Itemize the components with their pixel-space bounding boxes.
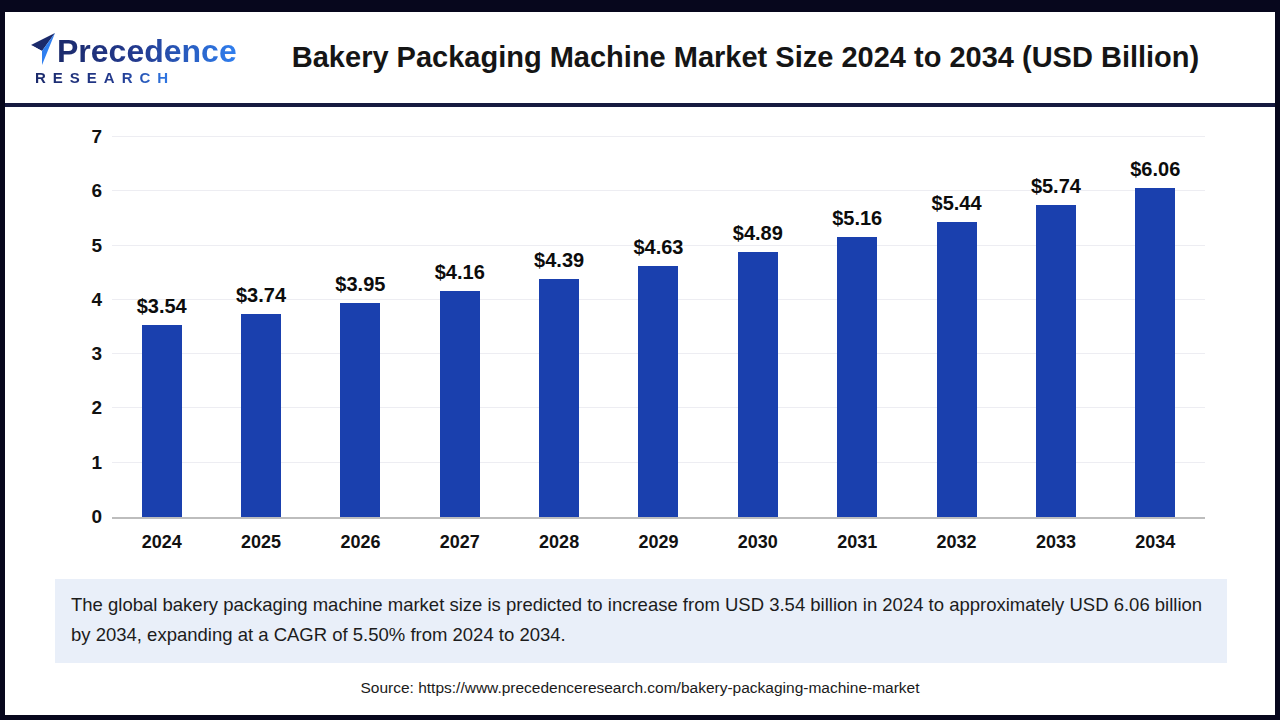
x-axis-category-label: 2033 — [1006, 532, 1105, 553]
bar-value-label: $4.16 — [435, 261, 485, 284]
bar-value-label: $5.44 — [932, 192, 982, 215]
bar — [837, 237, 877, 517]
bar-group: $5.16 — [808, 207, 907, 517]
x-axis-category-label: 2029 — [609, 532, 708, 553]
chart-plot-area: 01234567$3.54$3.74$3.95$4.16$4.39$4.63$4… — [112, 139, 1205, 519]
y-axis-tick-label: 7 — [62, 126, 102, 148]
x-axis-category-label: 2031 — [808, 532, 907, 553]
page-title: Bakery Packaging Machine Market Size 202… — [244, 41, 1265, 74]
bar-group: $4.39 — [509, 249, 608, 517]
bar-value-label: $6.06 — [1130, 158, 1180, 181]
x-axis-category-label: 2032 — [907, 532, 1006, 553]
bar-group: $5.44 — [907, 192, 1006, 517]
gridline — [112, 136, 1205, 137]
y-axis-tick-label: 2 — [62, 397, 102, 419]
bar-group: $3.74 — [211, 284, 310, 517]
source-line: Source: https://www.precedenceresearch.c… — [5, 679, 1275, 697]
summary-box: The global bakery packaging machine mark… — [55, 579, 1227, 663]
y-axis-tick-label: 0 — [62, 506, 102, 528]
bar-value-label: $4.63 — [633, 236, 683, 259]
bar-value-label: $3.95 — [335, 273, 385, 296]
y-axis-tick-label: 6 — [62, 180, 102, 202]
bar-group: $3.54 — [112, 295, 211, 517]
paper-plane-logo-icon — [29, 31, 59, 67]
bar-chart: 01234567$3.54$3.74$3.95$4.16$4.39$4.63$4… — [67, 139, 1205, 553]
bar — [440, 291, 480, 517]
bar — [638, 266, 678, 517]
x-axis-labels: 2024202520262027202820292030203120322033… — [112, 532, 1205, 553]
x-axis-category-label: 2026 — [311, 532, 410, 553]
bar-group: $5.74 — [1006, 175, 1105, 517]
bar-value-label: $4.39 — [534, 249, 584, 272]
bar — [241, 314, 281, 517]
bar-value-label: $5.16 — [832, 207, 882, 230]
x-axis-category-label: 2034 — [1106, 532, 1205, 553]
brand-logo: Precedence RESEARCH — [29, 31, 244, 85]
x-axis-category-label: 2025 — [211, 532, 310, 553]
bar — [340, 303, 380, 517]
header: Precedence RESEARCH Bakery Packaging Mac… — [5, 12, 1275, 107]
bar — [738, 252, 778, 517]
y-axis-tick-label: 5 — [62, 235, 102, 257]
bar-group: $4.16 — [410, 261, 509, 517]
bar — [142, 325, 182, 517]
bar-group: $4.89 — [708, 222, 807, 517]
bar-value-label: $4.89 — [733, 222, 783, 245]
page-frame: Precedence RESEARCH Bakery Packaging Mac… — [0, 0, 1280, 720]
bar-group: $6.06 — [1106, 158, 1205, 517]
bars-container: $3.54 $3.74 $3.95 $4.16 $4.39 $4.63 $4.89 $5.16… — [112, 139, 1205, 517]
brand-subtitle: RESEARCH — [35, 70, 175, 85]
bar-group: $4.63 — [609, 236, 708, 517]
bar-value-label: $3.74 — [236, 284, 286, 307]
x-axis-category-label: 2027 — [410, 532, 509, 553]
x-axis-category-label: 2028 — [509, 532, 608, 553]
x-axis-category-label: 2030 — [708, 532, 807, 553]
bar-group: $3.95 — [311, 273, 410, 517]
bar-value-label: $5.74 — [1031, 175, 1081, 198]
bar-value-label: $3.54 — [137, 295, 187, 318]
bar — [1135, 188, 1175, 517]
bar — [539, 279, 579, 517]
y-axis-tick-label: 1 — [62, 452, 102, 474]
x-axis-category-label: 2024 — [112, 532, 211, 553]
bar — [937, 222, 977, 517]
y-axis-tick-label: 3 — [62, 343, 102, 365]
bar — [1036, 205, 1076, 517]
brand-name: Precedence — [57, 35, 237, 67]
y-axis-tick-label: 4 — [62, 289, 102, 311]
